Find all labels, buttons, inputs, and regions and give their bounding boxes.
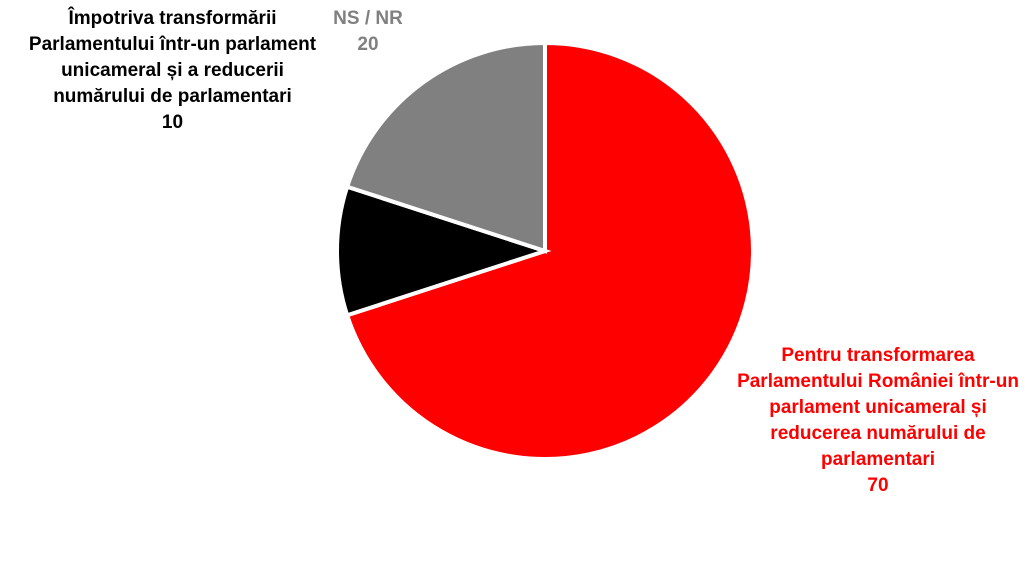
slice-label: Pentru transformarea Parlamentului Român… — [728, 343, 1028, 499]
slice-name: NS / NR — [333, 8, 403, 29]
slice-value: 10 — [161, 112, 184, 133]
slice-label: Împotriva transformării Parlamentului în… — [20, 6, 325, 136]
slice-label: NS / NR 20 — [318, 6, 418, 58]
slice-name: Împotriva transformării Parlamentului în… — [28, 8, 317, 107]
slice-value: 70 — [867, 475, 889, 496]
pie-slice — [335, 184, 552, 318]
slice-value: 20 — [357, 34, 379, 55]
slice-name: Pentru transformarea Parlamentului Român… — [737, 345, 1019, 470]
pie-slice — [344, 40, 547, 254]
